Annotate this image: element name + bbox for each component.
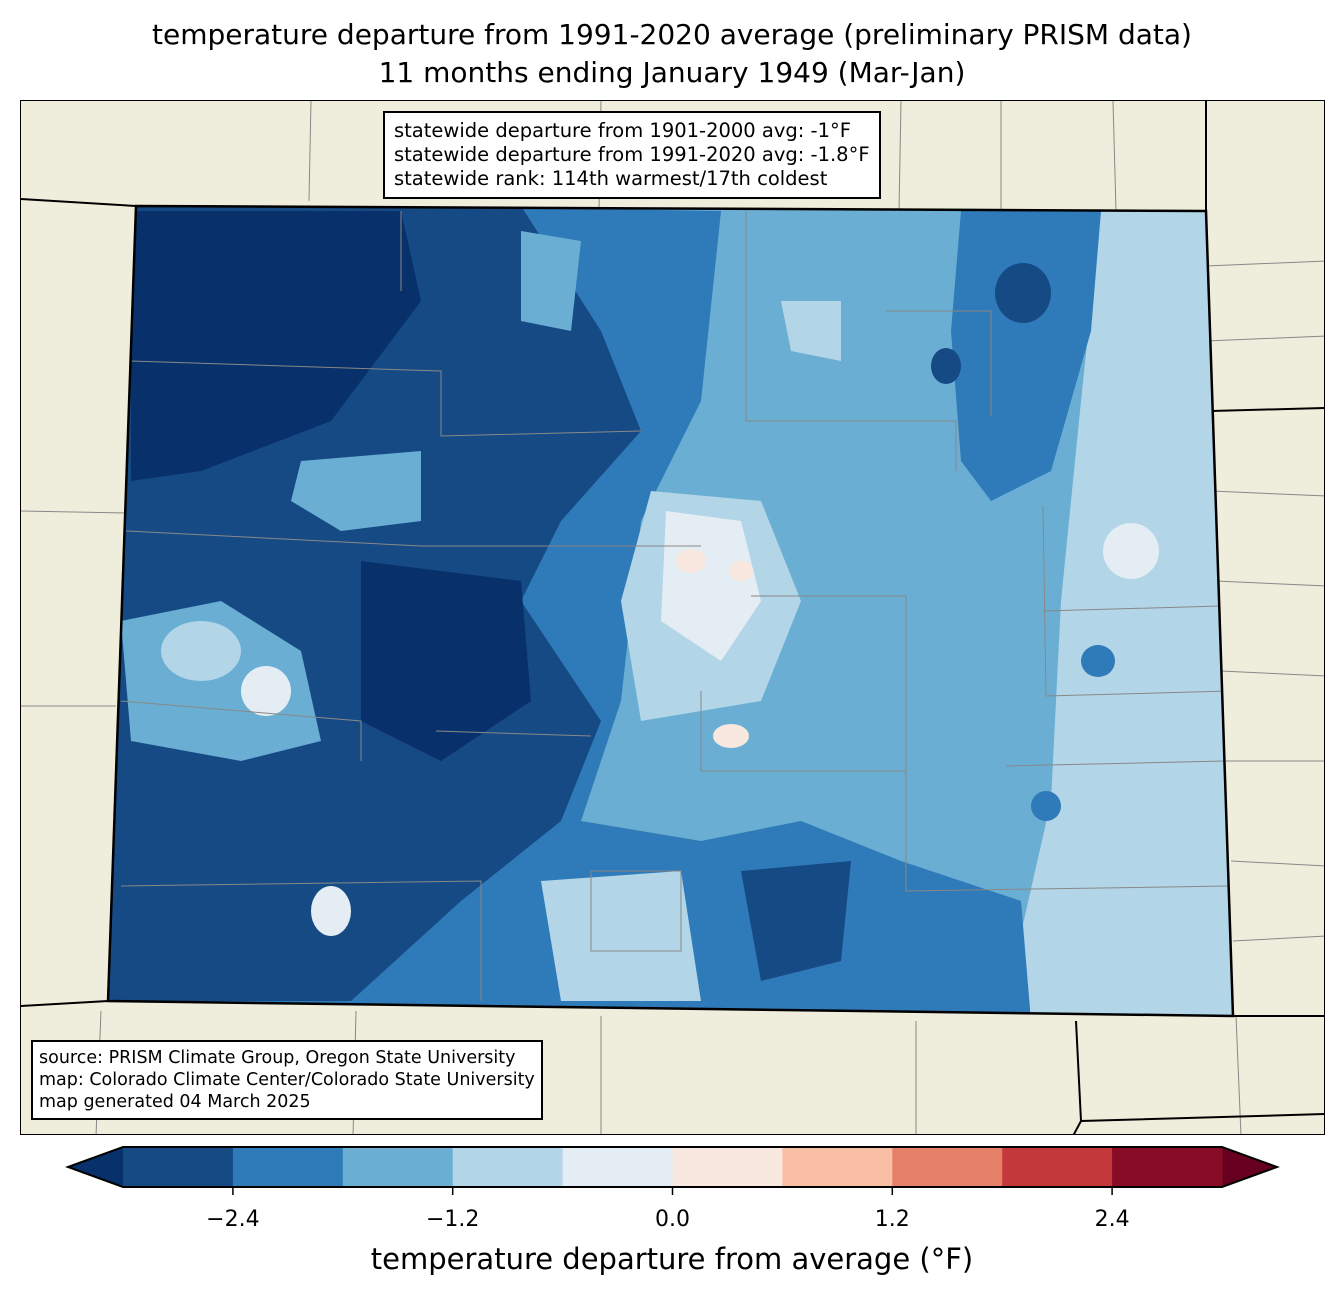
map-credit-line: map: Colorado Climate Center/Colorado St… [39,1070,535,1090]
colorbar-bin [892,1147,1003,1187]
colorbar-bin [452,1147,564,1187]
source-box: source: PRISM Climate Group, Oregon Stat… [31,1040,543,1120]
colorado-temperature-map [21,101,1324,1134]
source-line: source: PRISM Climate Group, Oregon Stat… [39,1048,516,1068]
statewide-stats-box: statewide departure from 1901-2000 avg: … [383,111,881,199]
colorbar-tick-label: 1.2 [874,1207,910,1232]
county-lines-colorado [120,211,1232,1001]
map-title: temperature departure from 1991-2020 ave… [152,18,1192,51]
colorbar-bin [342,1147,454,1187]
temperature-field [108,206,1233,1016]
stats-rank: statewide rank: 114th warmest/17th colde… [394,167,828,190]
colorado-border [106,204,1235,1018]
colorbar-bin [562,1147,673,1187]
map-subtitle: 11 months ending January 1949 (Mar-Jan) [378,56,966,89]
colorbar-tick-label: −2.4 [206,1207,260,1232]
stats-departure-1991-2020: statewide departure from 1991-2020 avg: … [394,143,870,166]
colorbar-tick-label: 2.4 [1094,1207,1130,1232]
colorbar-bin [782,1147,893,1187]
colorbar-bin [1112,1147,1223,1187]
generated-date-line: map generated 04 March 2025 [39,1092,311,1112]
colorbar-under-triangle [68,1147,123,1187]
colorbar-bin [232,1147,344,1187]
state-borders [21,101,1324,1134]
colorbar-bin [1002,1147,1113,1187]
colorbar-bin [672,1147,783,1187]
colorbar [65,1146,1280,1195]
colorbar-bin [123,1147,234,1187]
stats-departure-1901-2000: statewide departure from 1901-2000 avg: … [394,119,851,142]
colorbar-tick-label: −1.2 [425,1207,480,1232]
colorbar-tick-label: 0.0 [655,1207,690,1232]
colorbar-outline [65,1146,1280,1188]
colorbar-over-triangle [1222,1147,1277,1187]
colorbar-label: temperature departure from average (°F) [370,1242,974,1276]
map-panel [20,100,1325,1135]
